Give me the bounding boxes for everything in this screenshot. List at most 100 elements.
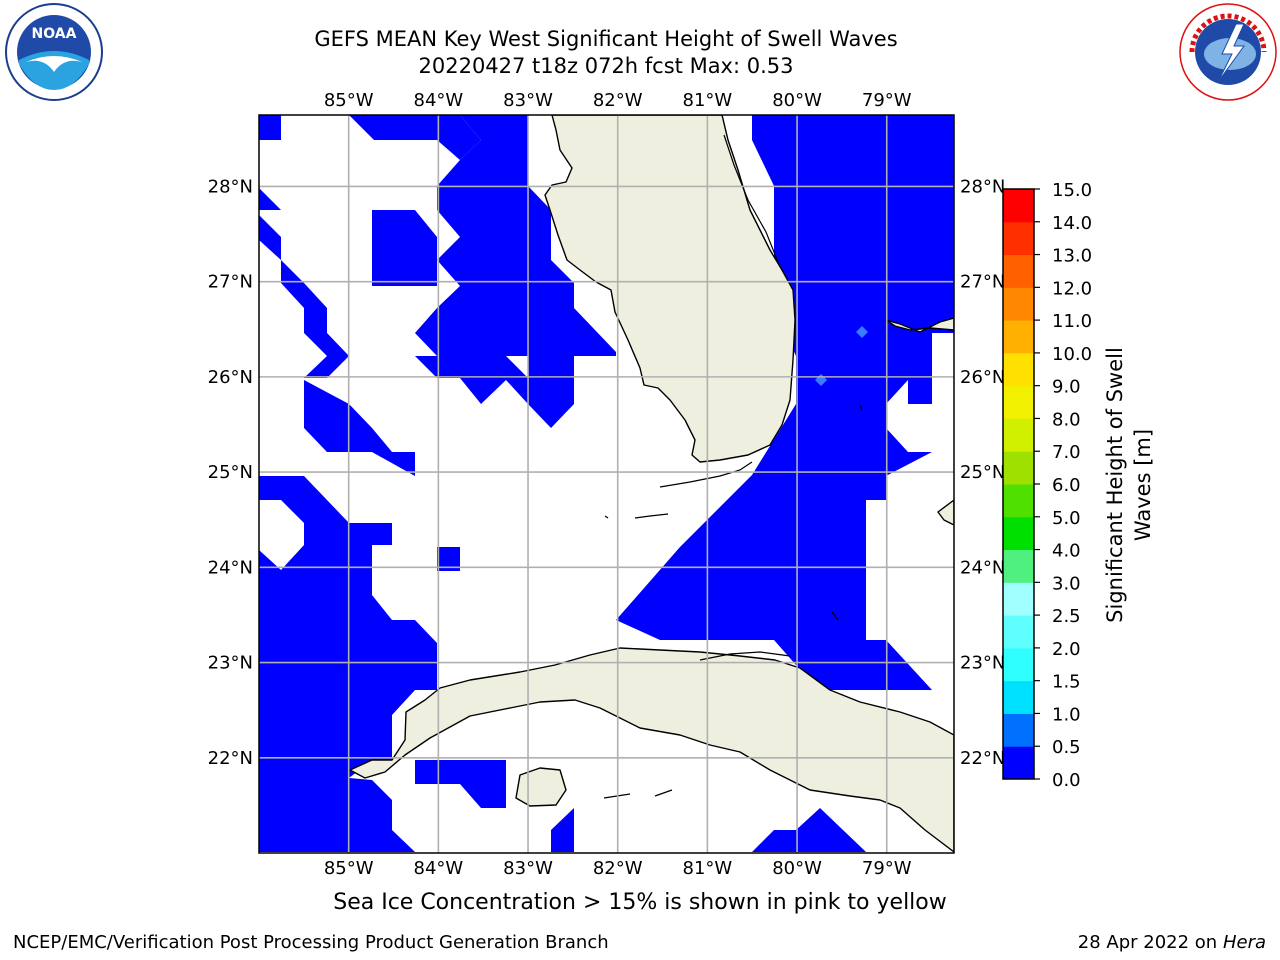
- swell-cell: [752, 808, 866, 852]
- footer-right: 28 Apr 2022 on Hera: [1078, 932, 1266, 953]
- colorbar-segment: [1003, 320, 1034, 354]
- lat-label-left: 26°N: [208, 367, 253, 388]
- colorbar-segment: [1003, 516, 1034, 551]
- swell-cell: [551, 808, 574, 852]
- colorbar-tick-label: 4.0: [1052, 541, 1081, 562]
- lon-label-top: 81°W: [683, 90, 733, 111]
- lat-label-right: 24°N: [960, 557, 1005, 578]
- colorbar-segment: [1003, 615, 1034, 649]
- colorbar-segment: [1003, 385, 1034, 419]
- chart-title: GEFS MEAN Key West Significant Height of…: [314, 27, 898, 51]
- lat-label-right: 23°N: [960, 653, 1005, 674]
- florida-keys: [659, 461, 753, 488]
- colorbar-segment: [1003, 451, 1034, 485]
- lon-label-bottom: 79°W: [862, 858, 912, 879]
- colorbar-ticks: 0.0 0.5 1.0 1.5 2.0 2.5 3.0 4.0 5.0 6.0 7.0 8.0 9.0 1…: [1034, 180, 1092, 791]
- swell-cell: [616, 115, 954, 690]
- lon-label-top: 79°W: [862, 90, 912, 111]
- noaa-logo: NOAA: [5, 3, 103, 101]
- lon-label-bottom: 85°W: [324, 858, 374, 879]
- colorbar-tick-label: 0.5: [1052, 737, 1081, 758]
- bahamas-islet: [859, 404, 863, 411]
- chart-subtitle: 20220427 t18z 072h fcst Max: 0.53: [418, 54, 794, 78]
- colorbar-tick-label: 13.0: [1052, 246, 1092, 267]
- colorbar-tick-label: 8.0: [1052, 409, 1081, 430]
- colorbar-tick-label: 5.0: [1052, 508, 1081, 529]
- colorbar-segment: [1003, 418, 1034, 452]
- colorbar-segment: [1003, 189, 1034, 223]
- cuba-cays: [699, 651, 791, 661]
- cuba: [349, 647, 954, 853]
- swell-cell: [437, 547, 460, 571]
- swell-cell: [415, 356, 574, 428]
- colorbar-label: Significant Height of Swell Waves [m]: [1103, 347, 1155, 623]
- colorbar-segment: [1003, 352, 1034, 387]
- lat-label-left: 28°N: [208, 176, 253, 197]
- lon-label-top: 80°W: [772, 90, 822, 111]
- colorbar-tick-label: 14.0: [1052, 213, 1092, 234]
- lat-label-left: 22°N: [208, 748, 253, 769]
- swell-cell: [415, 115, 616, 378]
- swell-cell: [437, 115, 481, 160]
- nws-lightning-icon: [1217, 23, 1245, 83]
- colorbar-tick-label: 9.0: [1052, 377, 1081, 398]
- noaa-logo-text: NOAA: [32, 26, 77, 42]
- swell-cell: [259, 188, 281, 210]
- colorbar-tick-label: 2.0: [1052, 639, 1081, 660]
- footer-date: 28 Apr 2022 on: [1077, 932, 1223, 953]
- key-islet: [634, 513, 669, 519]
- colorbar-label-line1: Significant Height of Swell: [1103, 347, 1127, 623]
- swell-cell: [259, 115, 281, 140]
- footer-machine: Hera: [1222, 932, 1266, 953]
- key-islet: [604, 515, 609, 519]
- coast-details: [603, 134, 863, 799]
- footer-left: NCEP/EMC/Verification Post Processing Pr…: [13, 932, 609, 953]
- lon-label-bottom: 84°W: [414, 858, 464, 879]
- bahamas-island: [937, 499, 954, 526]
- coastline: [723, 134, 779, 263]
- colorbar-tick-label: 0.0: [1052, 770, 1081, 791]
- swell-cell: [372, 210, 437, 286]
- bahamas-island: [885, 317, 954, 333]
- colorbar-tick-label: 3.0: [1052, 573, 1081, 594]
- swell-cell: [349, 115, 437, 140]
- colorbar-tick-label: 7.0: [1052, 442, 1081, 463]
- colorbar-segment: [1003, 713, 1034, 747]
- lat-label-right: 27°N: [960, 272, 1005, 293]
- noaa-gull: [26, 56, 82, 72]
- lat-label-right: 28°N: [960, 176, 1005, 197]
- lat-label-right: 25°N: [960, 462, 1005, 483]
- colorbar-segment: [1003, 221, 1034, 256]
- map-frame: [258, 114, 955, 854]
- colorbar: [1002, 188, 1035, 780]
- colorbar-segment: [1003, 484, 1034, 518]
- nws-ring-text-icon: [1189, 13, 1267, 53]
- colorbar-tick-label: 12.0: [1052, 278, 1092, 299]
- lat-label-left: 24°N: [208, 557, 253, 578]
- lon-label-bottom: 83°W: [503, 858, 553, 879]
- colorbar-segment: [1003, 680, 1034, 714]
- isle-of-youth: [515, 767, 567, 807]
- colorbar-tick-label: 1.5: [1052, 672, 1081, 693]
- colorbar-tick-label: 1.0: [1052, 704, 1081, 725]
- lat-label-left: 27°N: [208, 272, 253, 293]
- map-plot-area: [259, 115, 954, 853]
- nws-logo: [1179, 3, 1277, 101]
- colorbar-tick-label: 6.0: [1052, 475, 1081, 496]
- lon-label-top: 84°W: [414, 90, 464, 111]
- swell-cell: [281, 260, 349, 378]
- colorbar-tick-label: 11.0: [1052, 311, 1092, 332]
- colorbar-segment: [1003, 287, 1034, 321]
- lon-label-bottom: 80°W: [772, 858, 822, 879]
- colorbar-tick-label: 15.0: [1052, 180, 1092, 201]
- lon-label-bottom: 81°W: [683, 858, 733, 879]
- cuba-cays: [654, 789, 673, 797]
- colorbar-segment: [1003, 549, 1034, 583]
- colorbar-segment: [1003, 647, 1034, 682]
- swell-cell: [259, 215, 281, 260]
- lon-label-top: 82°W: [593, 90, 643, 111]
- colorbar-tick-label: 10.0: [1052, 344, 1092, 365]
- colorbar-tick-label: 2.5: [1052, 606, 1081, 627]
- graticule: [259, 115, 954, 853]
